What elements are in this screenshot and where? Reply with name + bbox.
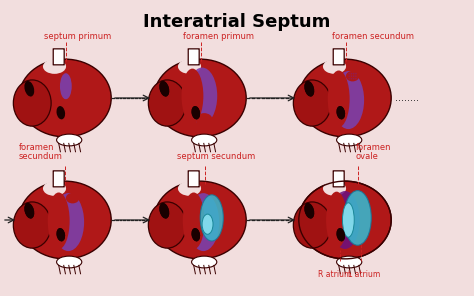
FancyBboxPatch shape	[333, 49, 344, 65]
Ellipse shape	[56, 256, 82, 268]
Ellipse shape	[56, 228, 65, 241]
Ellipse shape	[348, 73, 350, 75]
Ellipse shape	[159, 81, 169, 96]
Ellipse shape	[304, 81, 314, 96]
Ellipse shape	[344, 191, 371, 245]
Ellipse shape	[66, 193, 79, 203]
FancyBboxPatch shape	[333, 171, 344, 187]
Ellipse shape	[353, 75, 355, 77]
Ellipse shape	[351, 73, 352, 75]
Ellipse shape	[191, 228, 200, 241]
Ellipse shape	[154, 181, 246, 259]
Ellipse shape	[148, 202, 186, 248]
Ellipse shape	[330, 191, 360, 249]
Ellipse shape	[43, 59, 66, 74]
FancyBboxPatch shape	[188, 171, 199, 187]
Ellipse shape	[191, 106, 200, 119]
Text: foramen
secundum: foramen secundum	[19, 142, 63, 161]
Ellipse shape	[19, 59, 111, 137]
Ellipse shape	[154, 59, 246, 137]
Text: Interatrial Septum: Interatrial Septum	[143, 13, 331, 31]
Ellipse shape	[337, 228, 345, 241]
Ellipse shape	[355, 78, 357, 80]
Ellipse shape	[355, 75, 357, 77]
Ellipse shape	[13, 80, 51, 126]
Ellipse shape	[188, 193, 219, 251]
Ellipse shape	[24, 203, 34, 218]
Ellipse shape	[337, 256, 362, 268]
Ellipse shape	[337, 106, 345, 119]
Ellipse shape	[182, 69, 203, 123]
Ellipse shape	[191, 228, 200, 241]
Ellipse shape	[187, 67, 217, 124]
Ellipse shape	[337, 106, 345, 119]
Ellipse shape	[191, 134, 217, 146]
Ellipse shape	[346, 71, 359, 81]
Ellipse shape	[183, 192, 205, 249]
Ellipse shape	[60, 100, 72, 111]
Text: ........: ........	[395, 93, 419, 103]
Ellipse shape	[348, 78, 350, 80]
Ellipse shape	[56, 106, 65, 119]
Ellipse shape	[148, 80, 186, 126]
Ellipse shape	[191, 256, 217, 268]
Ellipse shape	[43, 181, 66, 196]
Ellipse shape	[159, 203, 169, 218]
Ellipse shape	[353, 78, 355, 80]
Ellipse shape	[159, 81, 169, 96]
Ellipse shape	[56, 228, 65, 241]
Ellipse shape	[337, 228, 345, 241]
Ellipse shape	[323, 59, 346, 74]
FancyBboxPatch shape	[53, 49, 64, 65]
Ellipse shape	[293, 80, 331, 126]
Ellipse shape	[178, 181, 201, 196]
Ellipse shape	[355, 73, 357, 75]
Ellipse shape	[304, 81, 314, 96]
Ellipse shape	[333, 71, 364, 129]
Ellipse shape	[343, 203, 354, 237]
Ellipse shape	[53, 193, 84, 251]
Ellipse shape	[304, 203, 314, 218]
Text: R atrium: R atrium	[318, 271, 351, 279]
Ellipse shape	[304, 203, 314, 218]
Text: foramen
ovale: foramen ovale	[356, 142, 391, 161]
Ellipse shape	[24, 81, 34, 96]
Ellipse shape	[353, 73, 355, 75]
Ellipse shape	[200, 195, 223, 241]
Ellipse shape	[323, 181, 346, 196]
Text: septum secundum: septum secundum	[177, 152, 255, 161]
Ellipse shape	[196, 113, 213, 127]
Ellipse shape	[351, 78, 352, 80]
Ellipse shape	[191, 106, 200, 119]
Text: septum primum: septum primum	[44, 32, 111, 41]
Ellipse shape	[348, 75, 350, 77]
Text: L atrium: L atrium	[348, 271, 380, 279]
FancyBboxPatch shape	[53, 171, 64, 187]
Ellipse shape	[328, 70, 350, 127]
Ellipse shape	[19, 181, 111, 259]
Ellipse shape	[299, 181, 391, 259]
Ellipse shape	[56, 134, 82, 146]
Ellipse shape	[48, 192, 70, 249]
Ellipse shape	[299, 59, 391, 137]
Ellipse shape	[24, 203, 34, 218]
Ellipse shape	[326, 192, 347, 248]
Ellipse shape	[202, 214, 213, 234]
Ellipse shape	[13, 202, 51, 248]
Ellipse shape	[293, 202, 331, 248]
Ellipse shape	[159, 203, 169, 218]
Ellipse shape	[60, 73, 72, 99]
Ellipse shape	[351, 75, 352, 77]
Ellipse shape	[337, 134, 362, 146]
Text: foramen secundum: foramen secundum	[332, 32, 414, 41]
Ellipse shape	[178, 59, 201, 74]
Text: foramen primum: foramen primum	[183, 32, 254, 41]
FancyBboxPatch shape	[188, 49, 199, 65]
